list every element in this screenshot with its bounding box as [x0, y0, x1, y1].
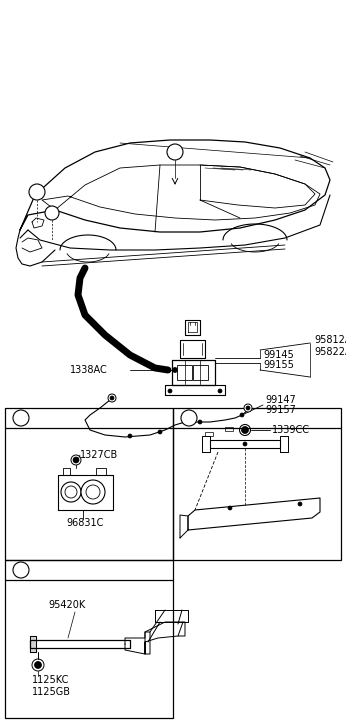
Polygon shape	[96, 468, 106, 475]
Polygon shape	[280, 436, 288, 452]
Circle shape	[61, 482, 81, 502]
Polygon shape	[63, 468, 70, 475]
Text: b: b	[186, 414, 192, 422]
Circle shape	[128, 434, 132, 438]
Polygon shape	[202, 436, 210, 452]
Circle shape	[242, 427, 248, 433]
Text: 99155: 99155	[263, 360, 294, 370]
Text: 95822A: 95822A	[314, 347, 346, 357]
Polygon shape	[188, 498, 320, 530]
Text: c: c	[173, 148, 177, 156]
Circle shape	[246, 406, 250, 410]
Bar	[5, 408, 173, 560]
Text: 1125GB: 1125GB	[32, 687, 71, 697]
Text: a: a	[18, 414, 24, 422]
Circle shape	[181, 410, 197, 426]
Polygon shape	[155, 610, 188, 622]
Circle shape	[13, 562, 29, 578]
Polygon shape	[210, 440, 280, 448]
Polygon shape	[172, 360, 215, 385]
Polygon shape	[185, 320, 200, 335]
Circle shape	[243, 442, 247, 446]
Circle shape	[173, 368, 177, 372]
Circle shape	[81, 480, 105, 504]
Circle shape	[240, 413, 244, 417]
Text: 99157: 99157	[265, 405, 296, 415]
Circle shape	[158, 430, 162, 434]
Text: b: b	[49, 209, 55, 217]
Text: c: c	[18, 566, 24, 574]
Polygon shape	[145, 622, 185, 654]
Circle shape	[228, 506, 232, 510]
Polygon shape	[180, 515, 188, 538]
Bar	[177, 365, 192, 380]
Text: 99145: 99145	[263, 350, 294, 360]
Circle shape	[73, 457, 79, 463]
Circle shape	[198, 420, 202, 424]
Circle shape	[13, 410, 29, 426]
Circle shape	[45, 206, 59, 220]
Text: a: a	[34, 188, 40, 196]
Circle shape	[218, 389, 222, 393]
Bar	[5, 560, 173, 718]
Text: 1338AC: 1338AC	[70, 365, 108, 375]
Bar	[225, 427, 233, 431]
Bar	[173, 408, 341, 560]
Polygon shape	[125, 632, 150, 654]
Circle shape	[35, 662, 42, 669]
Text: 95812A: 95812A	[314, 335, 346, 345]
Circle shape	[29, 184, 45, 200]
Polygon shape	[180, 340, 205, 358]
Circle shape	[167, 144, 183, 160]
Text: 99147: 99147	[265, 395, 296, 405]
Polygon shape	[58, 475, 113, 510]
Polygon shape	[30, 640, 130, 648]
Text: 1327CB: 1327CB	[80, 450, 118, 460]
Bar	[205, 432, 213, 436]
Polygon shape	[165, 385, 225, 395]
Bar	[193, 365, 208, 380]
Polygon shape	[188, 322, 197, 332]
Text: 1339CC: 1339CC	[272, 425, 310, 435]
Circle shape	[110, 396, 114, 400]
Circle shape	[108, 394, 116, 402]
Text: 96831C: 96831C	[66, 518, 103, 528]
Circle shape	[298, 502, 302, 506]
Circle shape	[168, 389, 172, 393]
Text: 95420K: 95420K	[48, 600, 85, 610]
Polygon shape	[30, 636, 36, 652]
Text: 1125KC: 1125KC	[32, 675, 70, 685]
Circle shape	[244, 404, 252, 412]
